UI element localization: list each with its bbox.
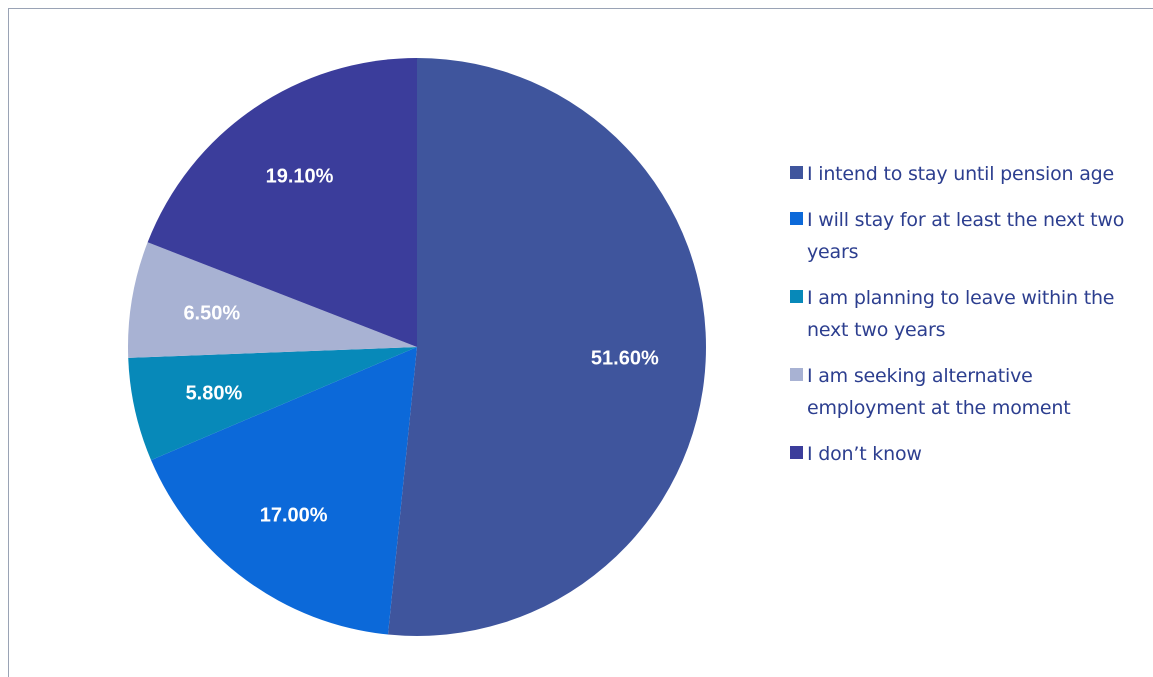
- pie-slice-5: [147, 58, 417, 347]
- pie-data-label-5: 19.10%: [266, 165, 334, 187]
- pie-slice-3: [128, 347, 418, 461]
- legend-label: I intend to stay until pension age: [807, 163, 1115, 185]
- pie-slice-2: [151, 347, 418, 635]
- legend-label: I am planning to leave within the next t…: [807, 287, 1115, 341]
- legend-swatch: [790, 166, 803, 179]
- legend-label: I don’t know: [807, 443, 922, 465]
- pie-data-label-1: 51.60%: [591, 347, 659, 369]
- legend-item-4: I am seeking alternative employment at t…: [790, 360, 1140, 424]
- legend-item-2: I will stay for at least the next two ye…: [790, 204, 1140, 268]
- pie-data-label-3: 5.80%: [186, 382, 243, 404]
- pie-slice-1: [387, 58, 706, 636]
- pie-data-label-4: 6.50%: [183, 303, 240, 325]
- legend-swatch: [790, 368, 803, 381]
- legend-label: I will stay for at least the next two ye…: [807, 209, 1125, 263]
- legend-label: I am seeking alternative employment at t…: [807, 365, 1071, 419]
- legend-swatch: [790, 212, 803, 225]
- legend-swatch: [790, 290, 803, 303]
- legend: I intend to stay until pension age I will…: [790, 158, 1140, 484]
- legend-item-5: I don’t know: [790, 438, 1140, 470]
- chart-frame: [8, 8, 1153, 677]
- legend-item-1: I intend to stay until pension age: [790, 158, 1140, 190]
- pie-slice-4: [128, 242, 417, 358]
- legend-swatch: [790, 446, 803, 459]
- pie-data-label-2: 17.00%: [260, 505, 328, 527]
- legend-item-3: I am planning to leave within the next t…: [790, 282, 1140, 346]
